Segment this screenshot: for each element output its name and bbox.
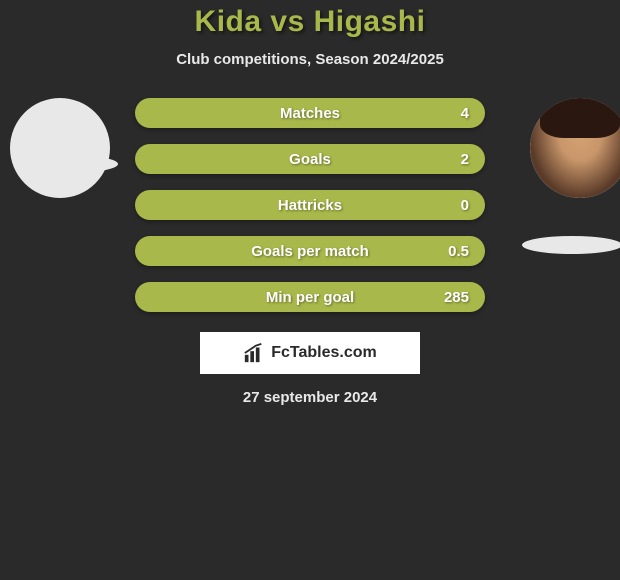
stat-bar-min-per-goal: Min per goal 285 bbox=[135, 282, 485, 312]
avatar-left-shadow bbox=[18, 155, 118, 173]
logo-box[interactable]: FcTables.com bbox=[200, 332, 420, 374]
stats-bars-container: Matches 4 Goals 2 Hattricks 0 Goals per … bbox=[135, 98, 485, 312]
stat-bar-matches: Matches 4 bbox=[135, 98, 485, 128]
page-title: Kida vs Higashi bbox=[0, 5, 620, 39]
content-area: Matches 4 Goals 2 Hattricks 0 Goals per … bbox=[0, 98, 620, 406]
player-face bbox=[530, 98, 620, 198]
stat-value: 285 bbox=[444, 289, 469, 306]
stat-label: Goals bbox=[289, 151, 331, 168]
main-container: Kida vs Higashi Club competitions, Seaso… bbox=[0, 0, 620, 406]
stat-bar-hattricks: Hattricks 0 bbox=[135, 190, 485, 220]
stat-value: 4 bbox=[461, 105, 469, 122]
stat-label: Goals per match bbox=[251, 243, 369, 260]
player-hair bbox=[540, 98, 620, 138]
avatar-left-player bbox=[10, 98, 110, 198]
stat-label: Matches bbox=[280, 105, 340, 122]
stat-value: 0 bbox=[461, 197, 469, 214]
stat-label: Hattricks bbox=[278, 197, 342, 214]
logo-text: FcTables.com bbox=[271, 344, 377, 362]
footer-date: 27 september 2024 bbox=[0, 389, 620, 406]
stat-bar-goals-per-match: Goals per match 0.5 bbox=[135, 236, 485, 266]
chart-icon bbox=[243, 342, 265, 364]
stat-value: 2 bbox=[461, 151, 469, 168]
avatar-right-shadow bbox=[522, 236, 620, 254]
avatar-right-player bbox=[530, 98, 620, 198]
stat-value: 0.5 bbox=[448, 243, 469, 260]
subtitle: Club competitions, Season 2024/2025 bbox=[0, 51, 620, 68]
stat-bar-goals: Goals 2 bbox=[135, 144, 485, 174]
stat-label: Min per goal bbox=[266, 289, 354, 306]
